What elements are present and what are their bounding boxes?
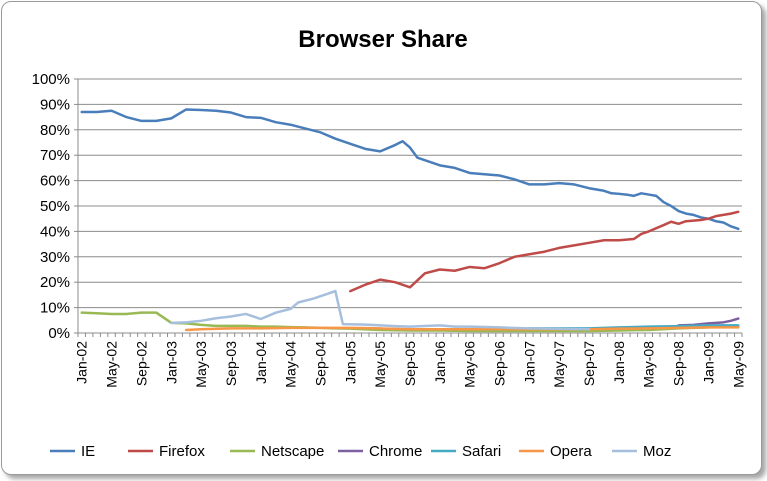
legend-item-chrome: Chrome bbox=[338, 443, 422, 460]
y-tick-label: 40% bbox=[40, 223, 70, 240]
x-tick-label: May-05 bbox=[372, 341, 388, 388]
series-line-firefox bbox=[349, 210, 740, 293]
x-tick-label: Sep-06 bbox=[492, 341, 508, 386]
series-line-ie bbox=[80, 108, 740, 231]
x-tick-label: Sep-04 bbox=[312, 341, 328, 386]
series-line-moz bbox=[170, 289, 591, 331]
legend-label: Netscape bbox=[261, 443, 324, 460]
x-tick-label: Sep-02 bbox=[133, 341, 149, 386]
legend-label: Opera bbox=[550, 443, 592, 460]
y-tick-label: 80% bbox=[40, 122, 70, 139]
x-tick-label: Jan-05 bbox=[342, 341, 358, 384]
x-tick-label: Jan-04 bbox=[253, 341, 269, 384]
x-tick-label: May-06 bbox=[462, 341, 478, 388]
chart-title: Browser Share bbox=[298, 26, 467, 53]
x-tick-label: May-09 bbox=[730, 341, 746, 388]
x-tick-label: Jan-09 bbox=[700, 341, 716, 384]
legend-item-opera: Opera bbox=[519, 443, 592, 460]
legend-label: Safari bbox=[462, 443, 501, 460]
y-tick-label: 100% bbox=[32, 71, 70, 88]
y-tick-label: 70% bbox=[40, 147, 70, 164]
legend: IE Firefox Netscape Chrome Safari Opera Moz bbox=[50, 443, 671, 460]
x-tick-label: May-04 bbox=[283, 341, 299, 388]
x-tick-label: Sep-07 bbox=[581, 341, 597, 386]
legend-item-ie: IE bbox=[50, 443, 95, 460]
x-tick-label: Sep-05 bbox=[402, 341, 418, 386]
series-lines bbox=[80, 108, 740, 333]
legend-label: Moz bbox=[643, 443, 671, 460]
y-axis-ticks: 0% 10% 20% 30% 40% 50% 60% 70% 80% 90% 100% bbox=[32, 71, 70, 342]
legend-item-safari: Safari bbox=[431, 443, 501, 460]
x-tick-label: May-02 bbox=[104, 341, 120, 388]
y-tick-label: 60% bbox=[40, 173, 70, 190]
legend-label: IE bbox=[81, 443, 95, 460]
x-tick-label: Sep-03 bbox=[223, 341, 239, 386]
y-tick-label: 30% bbox=[40, 249, 70, 266]
y-tick-label: 50% bbox=[40, 198, 70, 215]
x-axis-ticks: Jan-02 May-02 Sep-02 Jan-03 May-03 Sep-03 Jan-… bbox=[74, 341, 747, 388]
x-tick-label: Sep-08 bbox=[671, 341, 687, 386]
legend-item-netscape: Netscape bbox=[230, 443, 324, 460]
gridlines bbox=[74, 78, 743, 337]
y-tick-label: 0% bbox=[48, 325, 70, 342]
x-tick-label: May-03 bbox=[193, 341, 209, 388]
legend-label: Chrome bbox=[369, 443, 422, 460]
series-line-opera bbox=[184, 326, 740, 332]
x-tick-label: Jan-07 bbox=[521, 341, 537, 384]
y-tick-label: 10% bbox=[40, 300, 70, 317]
x-tick-label: May-08 bbox=[641, 341, 657, 388]
legend-item-moz: Moz bbox=[612, 443, 671, 460]
x-tick-label: Jan-03 bbox=[163, 341, 179, 384]
legend-item-firefox: Firefox bbox=[128, 443, 205, 460]
y-tick-label: 90% bbox=[40, 96, 70, 113]
y-tick-label: 20% bbox=[40, 274, 70, 291]
x-tick-label: Jan-08 bbox=[611, 341, 627, 384]
legend-label: Firefox bbox=[159, 443, 205, 460]
x-tick-label: Jan-02 bbox=[74, 341, 90, 384]
x-tick-label: May-07 bbox=[551, 341, 567, 388]
x-tick-label: Jan-06 bbox=[432, 341, 448, 384]
